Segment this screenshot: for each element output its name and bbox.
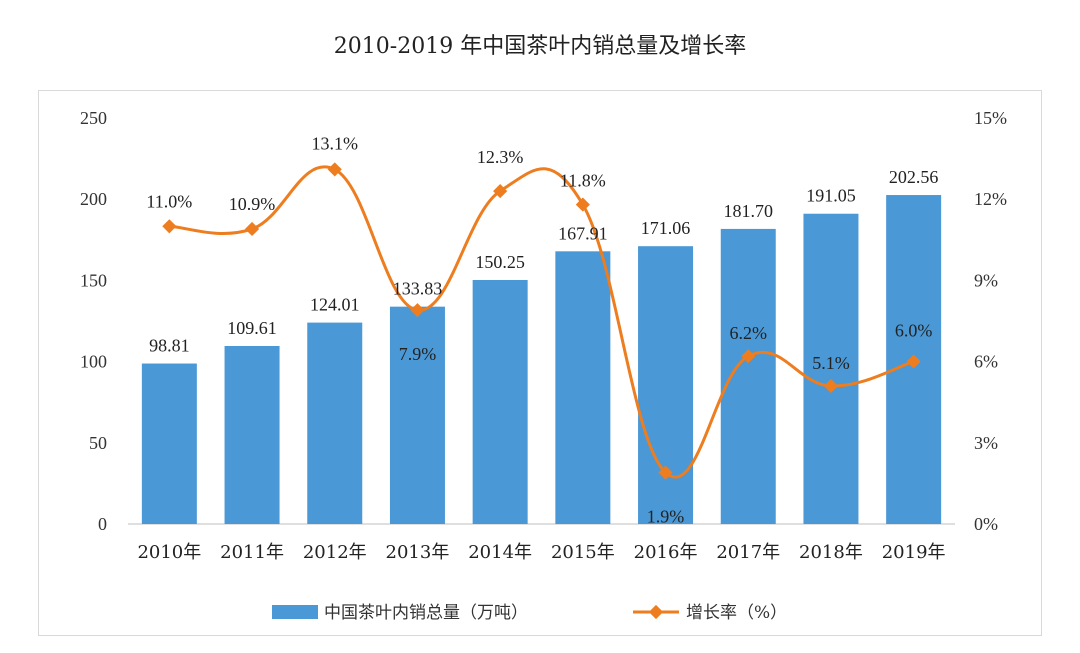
y-left-tick-label: 0 xyxy=(98,514,107,534)
legend-bar-swatch xyxy=(272,605,318,619)
bar xyxy=(555,251,611,525)
growth-value-label: 13.1% xyxy=(312,133,359,153)
growth-marker xyxy=(327,162,342,177)
bar-value-label: 202.56 xyxy=(889,167,939,187)
bar xyxy=(224,345,280,524)
growth-marker xyxy=(493,184,508,199)
bar-value-label: 181.70 xyxy=(724,201,774,221)
x-tick-label: 2018年 xyxy=(799,542,863,563)
y-left-tick-label: 50 xyxy=(89,433,107,453)
x-tick-label: 2013年 xyxy=(386,542,450,563)
y-left-tick-label: 150 xyxy=(80,270,107,290)
x-tick-label: 2014年 xyxy=(468,542,532,563)
y-right-tick-label: 9% xyxy=(974,270,998,290)
legend-line-label: 增长率（%） xyxy=(686,603,787,623)
bar xyxy=(307,322,363,524)
bar-value-label: 124.01 xyxy=(310,295,360,315)
growth-value-label: 12.3% xyxy=(477,147,524,167)
legend-bar-label: 中国茶叶内销总量（万吨） xyxy=(324,603,528,623)
growth-marker xyxy=(823,378,839,394)
bar xyxy=(141,363,197,524)
bar-value-label: 191.05 xyxy=(806,186,856,206)
x-tick-label: 2011年 xyxy=(220,542,284,563)
growth-value-label: 6.0% xyxy=(895,321,933,341)
legend-line-marker xyxy=(648,604,664,620)
growth-marker xyxy=(162,219,177,234)
growth-marker xyxy=(244,221,260,237)
bar-value-label: 167.91 xyxy=(558,223,608,243)
bar xyxy=(389,306,445,524)
chart-frame xyxy=(38,90,1042,636)
growth-marker xyxy=(410,303,425,318)
growth-marker xyxy=(575,197,590,212)
bar xyxy=(638,246,694,525)
bar-value-label: 133.83 xyxy=(393,279,443,299)
growth-marker xyxy=(741,349,756,364)
chart-title: 2010-2019 年中国茶叶内销总量及增长率 xyxy=(333,34,747,59)
bar-value-label: 98.81 xyxy=(149,336,190,356)
x-tick-label: 2015年 xyxy=(551,542,615,563)
x-tick-label: 2016年 xyxy=(634,542,698,563)
x-tick-label: 2019年 xyxy=(882,542,946,563)
y-right-tick-label: 3% xyxy=(974,433,998,453)
x-tick-label: 2017年 xyxy=(716,542,780,563)
y-right-tick-label: 12% xyxy=(974,189,1007,209)
bar-value-label: 109.61 xyxy=(227,318,277,338)
growth-value-label: 11.8% xyxy=(560,171,606,191)
bar-value-label: 150.25 xyxy=(475,252,525,272)
growth-value-label: 6.2% xyxy=(730,323,768,343)
y-right-tick-label: 0% xyxy=(974,514,998,534)
growth-marker xyxy=(658,465,673,480)
y-left-tick-label: 250 xyxy=(80,108,107,128)
x-tick-label: 2012年 xyxy=(303,542,367,563)
bar xyxy=(472,279,528,524)
growth-value-label: 7.9% xyxy=(399,344,437,364)
growth-marker xyxy=(906,354,921,369)
growth-value-label: 5.1% xyxy=(812,353,850,373)
growth-value-label: 11.0% xyxy=(146,191,192,211)
y-right-tick-label: 15% xyxy=(974,108,1007,128)
growth-value-label: 1.9% xyxy=(647,507,685,527)
growth-value-label: 10.9% xyxy=(229,194,276,214)
y-right-tick-label: 6% xyxy=(974,352,998,372)
bar xyxy=(803,213,859,524)
growth-line xyxy=(169,165,915,479)
y-left-tick-label: 100 xyxy=(80,352,107,372)
x-tick-label: 2010年 xyxy=(137,542,201,563)
bar xyxy=(720,228,776,525)
y-left-tick-label: 200 xyxy=(80,189,107,209)
bar-value-label: 171.06 xyxy=(641,218,691,238)
